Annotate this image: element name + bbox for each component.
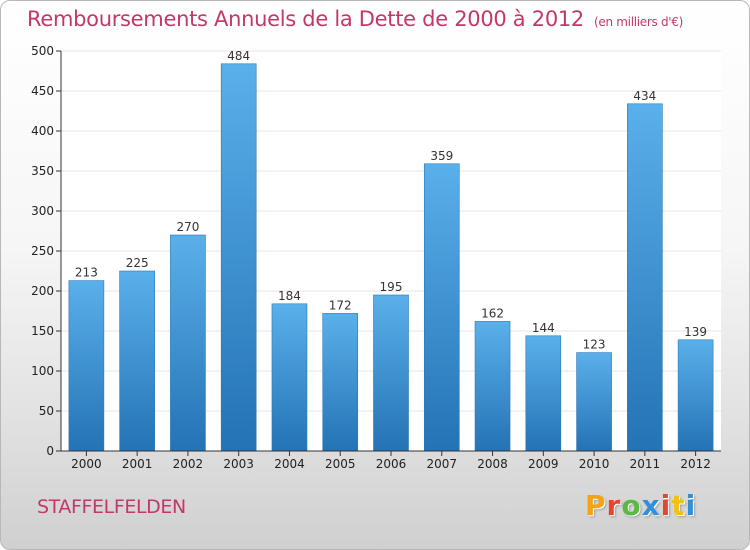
bar: [119, 270, 155, 452]
logo-letter: t: [671, 489, 686, 522]
y-tick-label: 150: [31, 324, 54, 338]
y-tick-label: 250: [31, 244, 54, 258]
x-tick-label: 2012: [680, 457, 711, 471]
x-tick-label: 2008: [477, 457, 508, 471]
x-tick-label: 2003: [223, 457, 254, 471]
x-tick-label: 2001: [122, 457, 153, 471]
bar-value-label: 270: [176, 220, 199, 234]
chart-subtitle: (en milliers d'€): [594, 15, 684, 29]
city-name: STAFFELFELDEN: [37, 496, 186, 518]
bar: [220, 63, 257, 452]
y-tick-label: 450: [31, 84, 54, 98]
x-tick-label: 2006: [376, 457, 407, 471]
logo-letter: i: [685, 489, 697, 522]
bar-value-label: 195: [380, 280, 403, 294]
bar-value-label: 162: [481, 306, 504, 320]
bar: [271, 303, 308, 452]
bar: [677, 339, 714, 452]
x-tick-label: 2002: [173, 457, 204, 471]
logo-letter: i: [660, 489, 672, 522]
bar: [68, 280, 105, 452]
y-tick-label: 350: [31, 164, 54, 178]
bar: [627, 103, 663, 452]
x-tick-label: 2009: [528, 457, 559, 471]
proxiti-logo: Proxiti: [585, 489, 696, 522]
bar: [170, 234, 206, 452]
bar-value-label: 184: [278, 289, 301, 303]
bars: [68, 63, 714, 452]
x-tick-label: 2010: [579, 457, 610, 471]
bar-value-label: 172: [329, 298, 352, 312]
logo-letter: o: [621, 489, 642, 522]
bar-value-label: 139: [684, 325, 707, 339]
x-tick-label: 2007: [426, 457, 457, 471]
bar-value-label: 144: [532, 321, 555, 335]
data-labels: 213 225 270 484 184 172 195 359 162 144 123 434 139: [75, 49, 707, 352]
x-tick-label: 2004: [274, 457, 305, 471]
chart-title-text: Remboursements Annuels de la Dette de 20…: [27, 7, 584, 31]
bar: [474, 321, 511, 452]
y-tick-label: 200: [31, 284, 54, 298]
y-tick-label: 50: [39, 404, 54, 418]
bar-value-label: 359: [430, 149, 453, 163]
y-axis: 0 50 100 150 200 250 300 350 400 450 500: [31, 44, 62, 458]
bar: [525, 335, 562, 452]
x-tick-label: 2005: [325, 457, 356, 471]
bar-value-label: 213: [75, 266, 98, 280]
logo-letter: r: [606, 489, 622, 522]
chart-title: Remboursements Annuels de la Dette de 20…: [27, 7, 683, 31]
bar-value-label: 123: [583, 338, 606, 352]
bar: [373, 294, 409, 452]
bar: [423, 163, 460, 452]
x-axis: 2000 2001 2002 2003 2004 2005 2006 2007 2008 2009…: [61, 450, 721, 471]
bar: [322, 313, 359, 452]
bar-value-label: 225: [126, 256, 149, 270]
y-tick-label: 300: [31, 204, 54, 218]
bar-value-label: 434: [633, 89, 656, 103]
logo-letter: x: [641, 489, 661, 522]
y-tick-label: 0: [46, 444, 54, 458]
x-tick-label: 2011: [630, 457, 661, 471]
y-tick-label: 100: [31, 364, 54, 378]
bar: [576, 352, 612, 452]
x-tick-label: 2000: [71, 457, 102, 471]
bar-value-label: 484: [227, 49, 250, 63]
logo-letter: P: [585, 489, 607, 522]
y-tick-label: 500: [31, 44, 54, 58]
y-tick-label: 400: [31, 124, 54, 138]
